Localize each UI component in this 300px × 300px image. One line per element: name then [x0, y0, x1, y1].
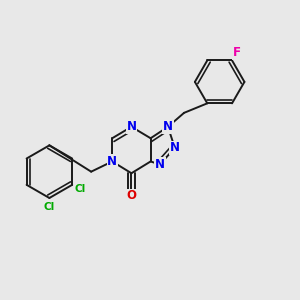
Text: F: F	[233, 46, 241, 59]
Text: N: N	[126, 120, 136, 133]
Text: O: O	[126, 189, 136, 202]
Text: N: N	[163, 120, 173, 133]
Text: N: N	[107, 155, 117, 168]
Text: Cl: Cl	[44, 202, 55, 212]
Text: Cl: Cl	[75, 184, 86, 194]
Text: N: N	[155, 158, 165, 171]
Text: N: N	[170, 141, 180, 154]
